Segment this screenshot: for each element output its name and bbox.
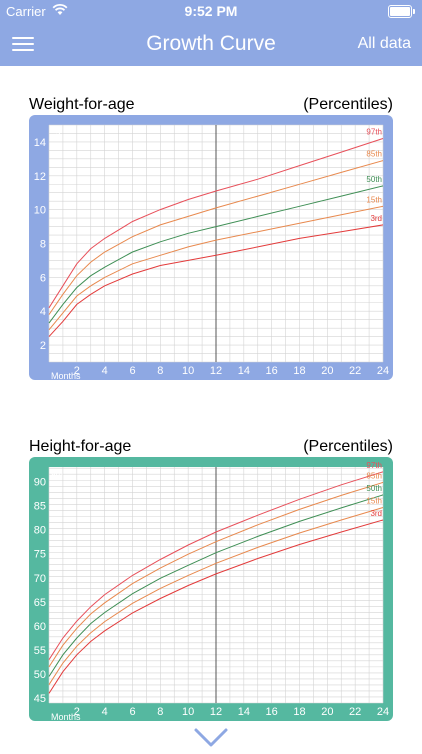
height-series-label: 15th bbox=[366, 496, 382, 505]
height-series-15th bbox=[48, 507, 384, 685]
height-x-tick-label: 4 bbox=[102, 706, 108, 718]
weight-y-tick-label: 10 bbox=[34, 205, 46, 217]
weight-y-tick-label: 12 bbox=[34, 171, 46, 183]
weight-chart-title: Weight-for-age bbox=[29, 96, 135, 113]
weight-x-tick-label: 22 bbox=[349, 365, 361, 377]
weight-series-label: 3rd bbox=[370, 214, 382, 223]
height-y-tick-label: 85 bbox=[34, 501, 46, 513]
weight-series-label: 97th bbox=[366, 128, 382, 137]
height-x-tick-label: 2 bbox=[74, 706, 80, 718]
carrier-label: Carrier bbox=[6, 4, 46, 19]
height-series-label: 85th bbox=[366, 471, 382, 480]
chevron-down-icon[interactable] bbox=[193, 727, 229, 749]
weight-series-97th bbox=[48, 138, 384, 309]
height-chart[interactable]: 45 50 55 60 65 70 75 80 85 90 2 4 6 8 10 12 14 16 18 20 22 24… bbox=[29, 457, 393, 721]
weight-x-tick-label: 20 bbox=[321, 365, 333, 377]
weight-y-tick-label: 8 bbox=[40, 239, 46, 251]
weight-series-50th bbox=[48, 185, 384, 324]
height-x-tick-label: 10 bbox=[182, 706, 194, 718]
height-y-tick-label: 70 bbox=[34, 573, 46, 585]
height-x-tick-label: 14 bbox=[238, 706, 250, 718]
page-title: Growth Curve bbox=[146, 32, 276, 55]
height-y-tick-label: 65 bbox=[34, 597, 46, 609]
height-x-tick-label: 22 bbox=[349, 706, 361, 718]
wifi-icon bbox=[52, 3, 68, 19]
weight-y-tick-label: 2 bbox=[40, 340, 46, 352]
height-x-axis-label: Months bbox=[51, 712, 81, 721]
height-y-axis-label: cm bbox=[51, 467, 63, 477]
height-series-label: 50th bbox=[366, 484, 382, 493]
height-x-tick-label: 16 bbox=[266, 706, 278, 718]
battery-icon bbox=[388, 5, 415, 18]
height-chart-note: (Percentiles) bbox=[303, 438, 393, 455]
height-y-tick-label: 45 bbox=[34, 693, 46, 705]
hamburger-menu-icon[interactable] bbox=[12, 36, 34, 52]
weight-x-tick-label: 10 bbox=[182, 365, 194, 377]
weight-x-tick-label: 6 bbox=[129, 365, 135, 377]
height-series-label: 3rd bbox=[370, 509, 382, 518]
weight-x-tick-label: 8 bbox=[157, 365, 163, 377]
weight-x-tick-label: 24 bbox=[377, 365, 389, 377]
height-chart-title: Height-for-age bbox=[29, 438, 132, 455]
weight-chart-note: (Percentiles) bbox=[303, 96, 393, 113]
height-y-tick-label: 80 bbox=[34, 525, 46, 537]
weight-series-15th bbox=[48, 205, 384, 331]
height-x-tick-label: 12 bbox=[210, 706, 222, 718]
height-series-97th bbox=[48, 471, 384, 660]
weight-y-tick-label: 6 bbox=[40, 272, 46, 284]
height-series-label: 97th bbox=[366, 461, 382, 470]
weight-series-label: 50th bbox=[366, 175, 382, 184]
height-x-tick-label: 18 bbox=[293, 706, 305, 718]
weight-chart[interactable]: 2 4 6 8 10 12 14 2 4 6 8 10 12 14 16 18 20 22 24 Months kg 97… bbox=[29, 115, 393, 380]
weight-series-label: 85th bbox=[366, 150, 382, 159]
height-y-tick-label: 75 bbox=[34, 549, 46, 561]
weight-y-axis-label: kg bbox=[51, 125, 61, 135]
weight-x-tick-label: 12 bbox=[210, 365, 222, 377]
weight-series-label: 15th bbox=[366, 195, 382, 204]
weight-x-tick-label: 14 bbox=[238, 365, 250, 377]
weight-x-tick-label: 18 bbox=[293, 365, 305, 377]
height-y-tick-label: 60 bbox=[34, 621, 46, 633]
height-y-tick-label: 90 bbox=[34, 476, 46, 488]
weight-x-tick-label: 2 bbox=[74, 365, 80, 377]
weight-x-tick-label: 16 bbox=[266, 365, 278, 377]
weight-series-85th bbox=[48, 160, 384, 315]
clock: 9:52 PM bbox=[184, 3, 238, 19]
height-x-tick-label: 8 bbox=[157, 706, 163, 718]
height-y-tick-label: 55 bbox=[34, 645, 46, 657]
height-series-50th bbox=[48, 494, 384, 677]
weight-x-tick-label: 4 bbox=[102, 365, 108, 377]
weight-y-tick-label: 14 bbox=[34, 137, 46, 149]
weight-series-3rd bbox=[48, 224, 384, 337]
nav-bar: Growth Curve All data bbox=[0, 22, 422, 66]
all-data-button[interactable]: All data bbox=[357, 35, 411, 52]
height-y-tick-label: 50 bbox=[34, 669, 46, 681]
height-x-tick-label: 6 bbox=[129, 706, 135, 718]
height-series-3rd bbox=[48, 519, 384, 694]
weight-y-tick-label: 4 bbox=[40, 306, 46, 318]
weight-x-axis-label: Months bbox=[51, 371, 81, 380]
height-x-tick-label: 24 bbox=[377, 706, 389, 718]
height-x-tick-label: 20 bbox=[321, 706, 333, 718]
height-series-85th bbox=[48, 481, 384, 668]
status-bar: Carrier 9:52 PM bbox=[0, 0, 422, 22]
